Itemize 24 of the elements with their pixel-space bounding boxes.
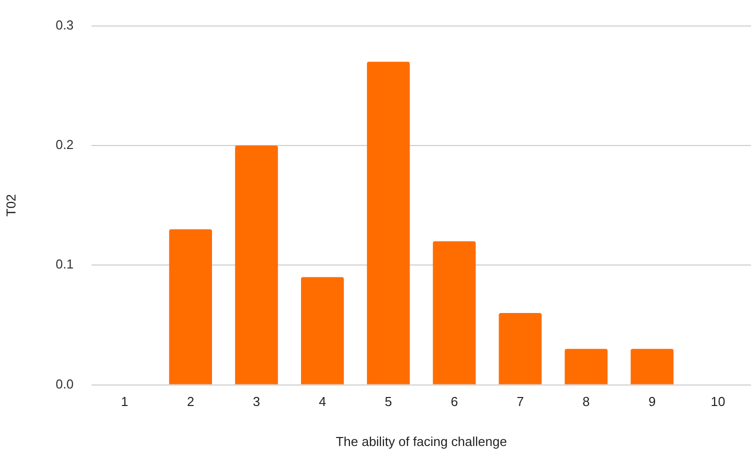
bar — [169, 229, 212, 384]
bar — [235, 145, 278, 384]
bar — [432, 241, 476, 384]
x-axis-title: The ability of facing challenge — [336, 434, 507, 449]
bar — [301, 277, 344, 384]
x-tick-label: 3 — [252, 394, 260, 410]
x-tick-label: 5 — [384, 394, 392, 410]
x-tick-label: 8 — [582, 394, 590, 410]
bar — [366, 62, 410, 384]
y-tick-label: 0.1 — [56, 256, 74, 272]
y-tick-label: 0.0 — [56, 376, 74, 392]
y-tick-label: 0.3 — [56, 17, 74, 32]
bar — [630, 348, 674, 384]
x-tick-label: 9 — [648, 394, 656, 410]
y-tick-label: 0.2 — [56, 137, 74, 152]
x-tick-label: 10 — [710, 394, 726, 410]
bar — [498, 313, 542, 384]
x-tick-label: 2 — [186, 394, 194, 410]
x-tick-label: 1 — [121, 394, 128, 410]
x-tick-label: 4 — [318, 394, 326, 410]
x-tick-label: 7 — [516, 394, 524, 410]
bar — [564, 348, 608, 384]
x-tick-label: 6 — [450, 394, 458, 410]
y-axis-title: T02 — [3, 194, 18, 217]
